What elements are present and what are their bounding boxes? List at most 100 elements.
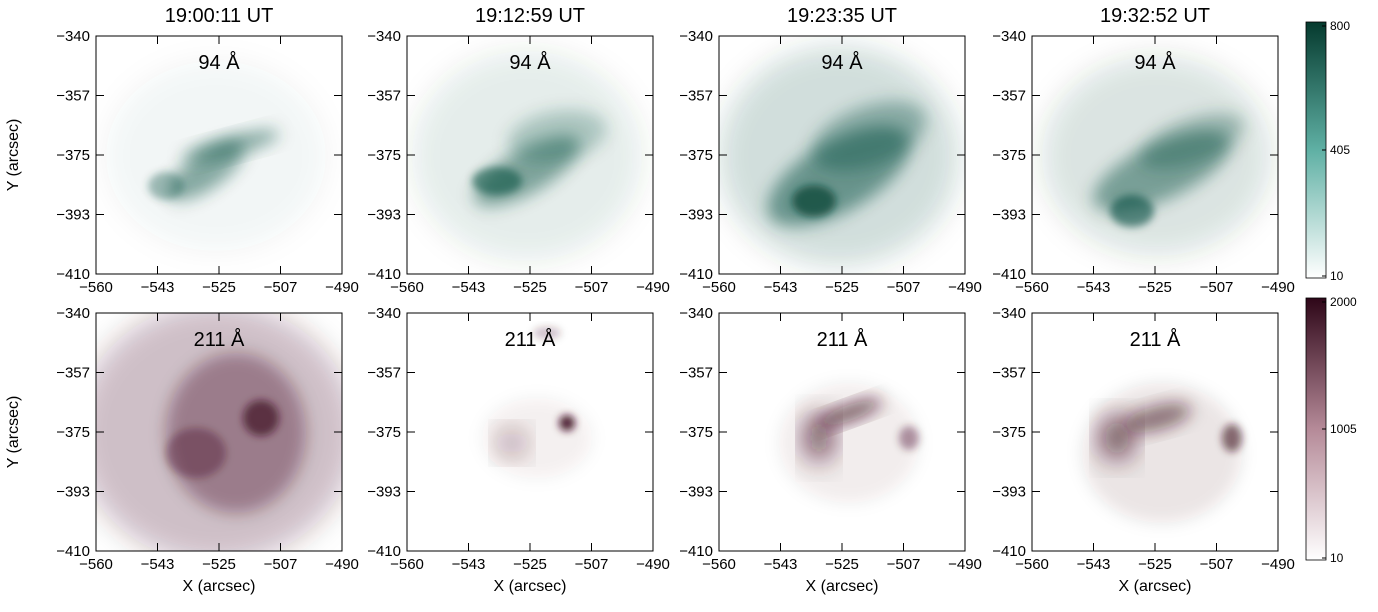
panel-r1-c0: −340 −560 −357 −543 −375 −525 −393 −507 −410 −490… xyxy=(5,305,359,595)
x-tick-label: −560 xyxy=(390,556,424,573)
x-tick-label: −525 xyxy=(513,279,547,296)
solar-image xyxy=(482,327,592,478)
y-tick-label: −393 xyxy=(992,207,1026,224)
x-tick-label: −490 xyxy=(1261,556,1295,573)
y-tick-label: −357 xyxy=(367,88,401,105)
x-tick-label: −525 xyxy=(825,279,859,296)
x-axis-label: X (arcsec) xyxy=(1119,578,1192,595)
x-tick-label: −490 xyxy=(948,279,982,296)
colorbar-0: 800 405 10 xyxy=(1305,19,1350,283)
x-tick-label: −543 xyxy=(764,279,798,296)
y-tick-label: −375 xyxy=(992,424,1026,441)
solar-image xyxy=(96,313,342,551)
panel-r0-c2: −340 −560 −357 −543 −375 −525 −393 −507 −410 −490… xyxy=(679,5,982,296)
y-tick-label: −340 xyxy=(367,28,401,45)
y-tick-label: −375 xyxy=(367,147,401,164)
x-tick-label: −543 xyxy=(452,556,486,573)
x-tick-label: −507 xyxy=(1200,556,1234,573)
y-tick-label: −340 xyxy=(992,305,1026,322)
y-tick-label: −393 xyxy=(679,484,713,501)
x-tick-label: −543 xyxy=(141,556,175,573)
x-tick-label: −507 xyxy=(264,279,298,296)
x-tick-label: −543 xyxy=(141,279,175,296)
x-tick-label: −490 xyxy=(636,279,670,296)
colorbar-tick-label: 10 xyxy=(1330,269,1344,283)
y-tick-label: −357 xyxy=(367,365,401,382)
y-tick-label: −340 xyxy=(679,28,713,45)
colorbar-tick-label: 10 xyxy=(1330,551,1344,565)
time-label: 19:32:52 UT xyxy=(1100,5,1210,27)
y-tick-label: −375 xyxy=(367,424,401,441)
y-tick-label: −340 xyxy=(992,28,1026,45)
y-axis-label: Y (arcsec) xyxy=(5,119,22,192)
x-tick-label: −525 xyxy=(202,556,236,573)
x-tick-label: −507 xyxy=(575,556,609,573)
wavelength-label: 211 Å xyxy=(817,328,868,351)
y-tick-label: −375 xyxy=(679,147,713,164)
y-tick-label: −375 xyxy=(679,424,713,441)
wavelength-label: 94 Å xyxy=(1134,51,1176,74)
wavelength-label: 94 Å xyxy=(198,51,240,74)
x-axis-label: X (arcsec) xyxy=(183,578,256,595)
x-tick-label: −507 xyxy=(887,556,921,573)
y-tick-label: −340 xyxy=(367,305,401,322)
x-tick-label: −507 xyxy=(264,556,298,573)
x-tick-label: −525 xyxy=(825,556,859,573)
x-tick-label: −490 xyxy=(1261,279,1295,296)
x-tick-label: −543 xyxy=(452,279,486,296)
x-tick-label: −490 xyxy=(948,556,982,573)
time-label: 19:23:35 UT xyxy=(787,5,897,27)
y-tick-label: −393 xyxy=(56,484,90,501)
x-tick-label: −507 xyxy=(575,279,609,296)
y-tick-label: −375 xyxy=(992,147,1026,164)
y-tick-label: −410 xyxy=(367,543,401,560)
colorbar-tick-label: 405 xyxy=(1330,143,1350,157)
solar-image xyxy=(1082,383,1242,523)
y-tick-label: −393 xyxy=(56,207,90,224)
y-tick-label: −340 xyxy=(56,28,90,45)
y-tick-label: −410 xyxy=(679,266,713,283)
y-tick-label: −375 xyxy=(56,424,90,441)
solar-image xyxy=(1042,56,1272,256)
wavelength-label: 211 Å xyxy=(1130,328,1181,351)
x-tick-label: −507 xyxy=(887,279,921,296)
x-tick-label: −543 xyxy=(1077,279,1111,296)
y-tick-label: −410 xyxy=(56,543,90,560)
y-tick-label: −340 xyxy=(56,305,90,322)
panel-r1-c3: −340 −560 −357 −543 −375 −525 −393 −507 −410 −490… xyxy=(992,305,1295,595)
wavelength-label: 94 Å xyxy=(821,51,863,74)
y-tick-label: −357 xyxy=(992,365,1026,382)
wavelength-label: 211 Å xyxy=(505,328,556,351)
x-tick-label: −525 xyxy=(1138,556,1172,573)
x-tick-label: −525 xyxy=(513,556,547,573)
colorbar-tick-label: 800 xyxy=(1330,19,1350,33)
x-axis-label: X (arcsec) xyxy=(806,578,879,595)
x-axis-label: X (arcsec) xyxy=(494,578,567,595)
y-tick-label: −410 xyxy=(679,543,713,560)
y-axis-label: Y (arcsec) xyxy=(5,396,22,469)
y-tick-label: −357 xyxy=(679,365,713,382)
y-tick-label: −357 xyxy=(992,88,1026,105)
x-tick-label: −543 xyxy=(1077,556,1111,573)
x-tick-label: −507 xyxy=(1200,279,1234,296)
wavelength-label: 211 Å xyxy=(194,328,245,351)
x-tick-label: −543 xyxy=(764,556,798,573)
y-tick-label: −393 xyxy=(367,484,401,501)
x-tick-label: −525 xyxy=(202,279,236,296)
y-tick-label: −357 xyxy=(56,88,90,105)
colorbar-tick-label: 1005 xyxy=(1330,422,1357,436)
y-tick-label: −393 xyxy=(992,484,1026,501)
x-tick-label: −560 xyxy=(390,279,424,296)
colorbar-tick-label: 2000 xyxy=(1330,295,1357,309)
y-tick-label: −375 xyxy=(56,147,90,164)
panel-r1-c1: −340 −560 −357 −543 −375 −525 −393 −507 −410 −490… xyxy=(367,305,670,595)
x-tick-label: −490 xyxy=(325,556,359,573)
solar-image xyxy=(106,61,326,251)
x-tick-label: −560 xyxy=(702,556,736,573)
x-tick-label: −560 xyxy=(1015,556,1049,573)
x-tick-label: −560 xyxy=(79,556,113,573)
y-tick-label: −410 xyxy=(992,543,1026,560)
y-tick-label: −393 xyxy=(679,207,713,224)
panel-grid: −340 −560 −357 −543 −375 −525 −393 −507 −410 −490… xyxy=(5,5,1295,595)
